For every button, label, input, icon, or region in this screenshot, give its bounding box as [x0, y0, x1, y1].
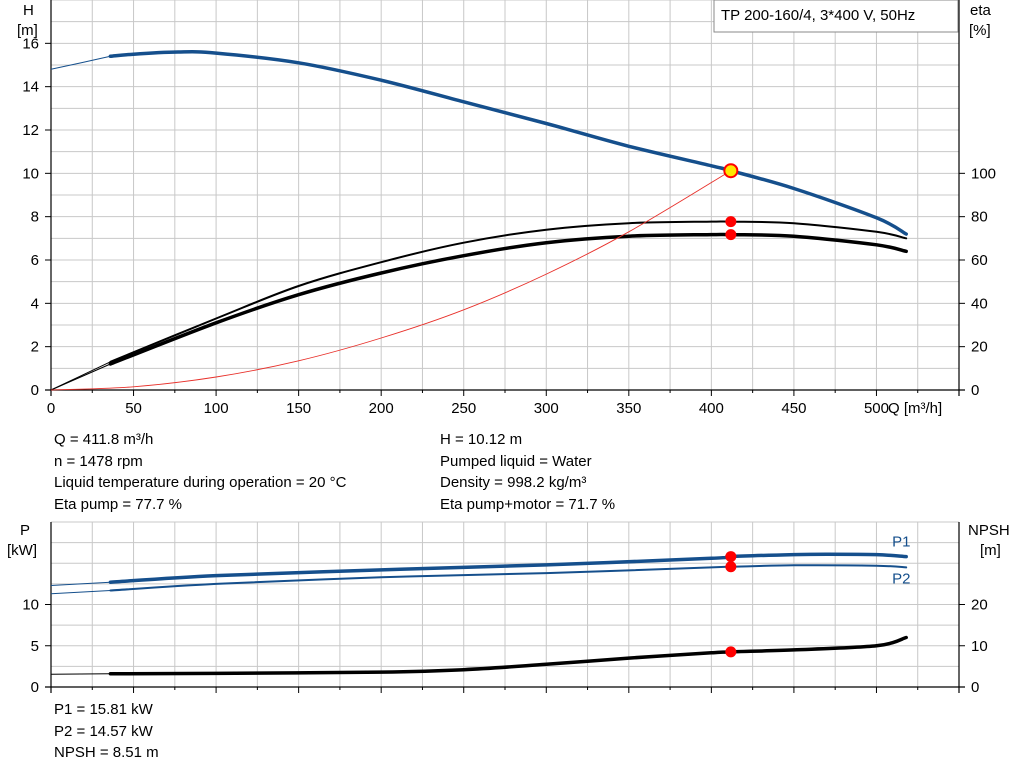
info-npsh: NPSH = 8.51 m	[54, 744, 159, 761]
series-eta-pump	[109, 220, 908, 363]
bottom-info: P1 = 15.81 kW P2 = 14.57 kW NPSH = 8.51 …	[54, 699, 159, 764]
series-label-p2: P2	[892, 570, 910, 587]
series-p1-extrapolated	[50, 581, 111, 586]
bottom-y-tick-label: 0	[31, 679, 39, 696]
top-y-tick-label: 8	[31, 209, 39, 226]
legend-box: TP 200-160/4, 3*400 V, 50Hz	[713, 0, 959, 33]
legend-text: TP 200-160/4, 3*400 V, 50Hz	[721, 7, 915, 24]
series-eta-pump-motor-extrapolated	[50, 363, 111, 391]
series-p2-extrapolated	[50, 590, 111, 595]
x-tick-label: 0	[47, 400, 55, 417]
info-pumped-liquid: Pumped liquid = Water	[440, 452, 592, 470]
x-tick-label: 350	[616, 400, 641, 417]
x-tick-label: 250	[451, 400, 476, 417]
top-chart-grid	[50, 0, 960, 390]
axis-labels: H [m] eta [%] Q [m³/h] P [kW] NPSH [m]	[7, 2, 1010, 559]
info-eta-pump: Eta pump = 77.7 %	[54, 495, 182, 513]
x-tick-label: 300	[534, 400, 559, 417]
top-chart-series	[50, 50, 908, 391]
bottom-y2-tick-label: 20	[971, 597, 988, 614]
info-eta-pump-motor: Eta pump+motor = 71.7 %	[440, 495, 616, 513]
bottom-y-tick-label: 5	[31, 638, 39, 655]
series-head	[108, 50, 908, 236]
bottom-chart-axes: 0 5 10 0 10 20	[22, 522, 988, 696]
x-tick-label: 50	[125, 400, 142, 417]
top-chart-operating-points	[723, 163, 739, 241]
bottom-y2-tick-label: 0	[971, 679, 979, 696]
top-y-tick-label: 4	[31, 295, 39, 312]
top-y-tick-label: 2	[31, 339, 39, 356]
y2-axis-unit-npsh: [m]	[980, 542, 1001, 559]
series-label-p1: P1	[892, 534, 910, 551]
operating-point	[725, 646, 737, 658]
top-y2-tick-label: 80	[971, 209, 988, 226]
bottom-chart-grid	[50, 521, 960, 687]
x-tick-label: 500	[864, 400, 889, 417]
x-tick-label: 400	[699, 400, 724, 417]
y-axis-label-p: P	[20, 522, 30, 539]
series-eta-pump-motor	[108, 232, 908, 366]
info-p1: P1 = 15.81 kW	[54, 701, 153, 718]
y-axis-unit-h: [m]	[17, 22, 38, 39]
top-y2-tick-label: 20	[971, 339, 988, 356]
top-y2-tick-label: 40	[971, 295, 988, 312]
x-tick-label: 150	[286, 400, 311, 417]
top-y-tick-label: 10	[22, 165, 39, 182]
series-npsh	[108, 635, 908, 676]
y2-axis-label-eta: eta	[970, 2, 992, 19]
x-axis-label: Q [m³/h]	[888, 400, 942, 417]
info-head: H = 10.12 m	[440, 431, 523, 448]
top-y2-tick-label: 0	[971, 382, 979, 399]
info-speed: n = 1478 rpm	[54, 452, 143, 470]
operating-point	[725, 551, 737, 563]
top-info-left: Q = 411.8 m³/h n = 1478 rpm Liquid tempe…	[54, 429, 346, 515]
top-y-tick-label: 16	[22, 35, 39, 52]
operating-point	[725, 561, 737, 573]
bottom-chart-series: P1 P2	[50, 534, 911, 676]
y-axis-label-h: H	[23, 2, 34, 19]
top-y-tick-label: 0	[31, 382, 39, 399]
top-y-tick-label: 12	[22, 122, 39, 139]
series-head-extrapolated	[50, 55, 111, 70]
top-y-tick-label: 6	[31, 252, 39, 269]
top-info-right: H = 10.12 m Pumped liquid = Water Densit…	[440, 429, 615, 515]
y2-axis-unit-eta: [%]	[969, 22, 991, 39]
operating-point	[725, 216, 737, 228]
x-tick-label: 100	[204, 400, 229, 417]
operating-point	[725, 229, 737, 241]
bottom-y-tick-label: 10	[22, 597, 39, 614]
top-y2-tick-label: 100	[971, 165, 996, 182]
info-liquid-temperature: Liquid temperature during operation = 20…	[54, 474, 347, 491]
x-tick-label: 200	[369, 400, 394, 417]
info-p2: P2 = 14.57 kW	[54, 722, 153, 740]
y-axis-unit-p: [kW]	[7, 542, 37, 559]
y2-axis-label-npsh: NPSH	[968, 522, 1010, 539]
bottom-y2-tick-label: 10	[971, 638, 988, 655]
series-p1	[108, 552, 908, 584]
series-p2	[109, 564, 908, 592]
duty-point	[723, 163, 739, 179]
bottom-chart-operating-points	[725, 551, 737, 658]
x-tick-label: 450	[781, 400, 806, 417]
info-density: Density = 998.2 kg/m³	[440, 474, 587, 491]
top-chart-axes: 0 50 100 150 200 250 300 350 400 450 5000246810121…	[22, 0, 996, 417]
top-y-tick-label: 14	[22, 79, 39, 96]
info-flow: Q = 411.8 m³/h	[54, 431, 154, 448]
series-system-curve	[50, 170, 732, 391]
top-y2-tick-label: 60	[971, 252, 988, 269]
